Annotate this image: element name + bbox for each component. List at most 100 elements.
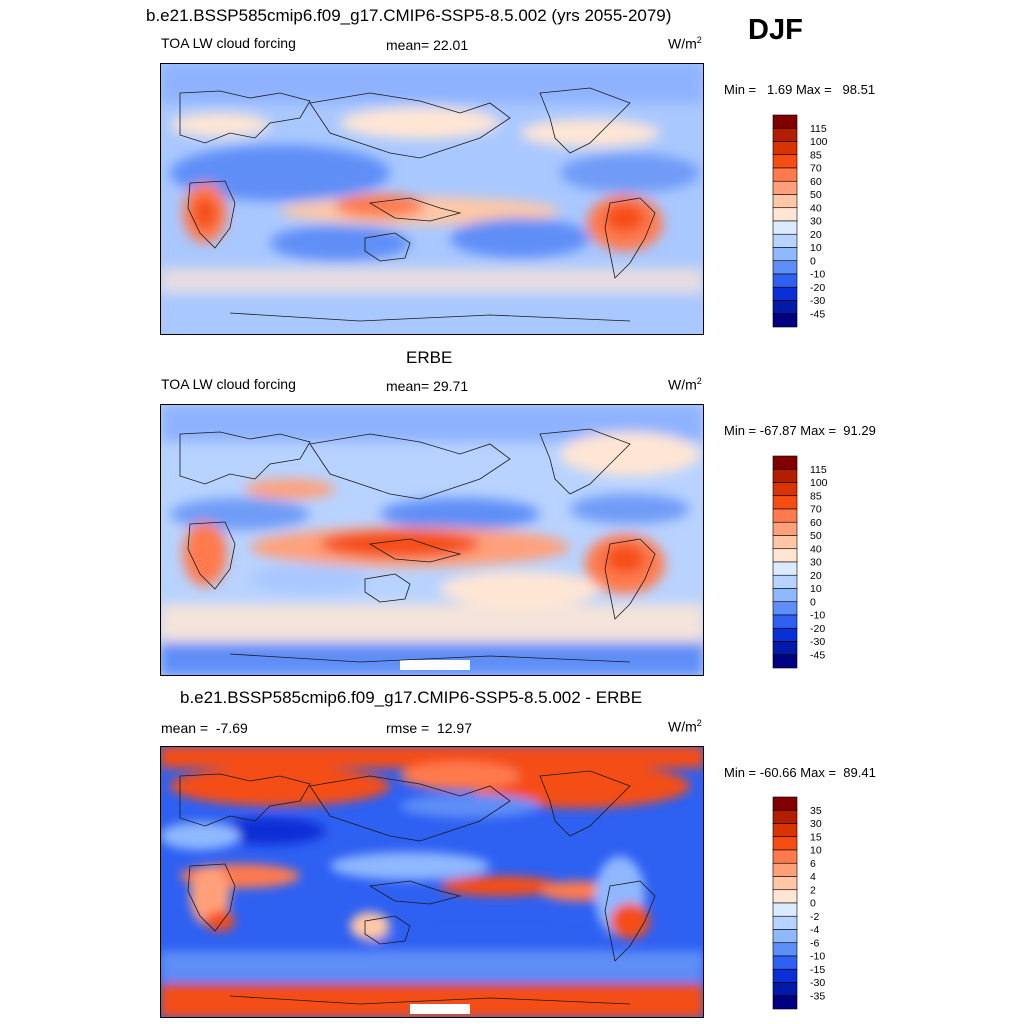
colorbar-tick-label: 30 bbox=[810, 818, 822, 830]
colorbar-tick-label: -30 bbox=[810, 977, 825, 989]
missing-data-region bbox=[400, 660, 470, 670]
colorbar-swatch bbox=[772, 982, 798, 997]
colorbar-tick-label: -6 bbox=[810, 937, 819, 949]
coastlines bbox=[179, 428, 656, 663]
panel-diff-rmse: rmse = 12.97 bbox=[386, 720, 472, 736]
colorbar-swatch bbox=[772, 915, 798, 930]
colorbar-tick-label: -15 bbox=[810, 964, 825, 976]
map-frame bbox=[160, 746, 704, 1018]
colorbar-swatch bbox=[772, 955, 798, 970]
colorbar-swatch bbox=[772, 588, 798, 603]
colorbar-tick-label: -4 bbox=[810, 924, 819, 936]
colorbar-swatch bbox=[772, 535, 798, 550]
panel-model-units: W/m2 bbox=[668, 35, 702, 52]
colorbar-swatch bbox=[772, 468, 798, 483]
colorbar-swatch bbox=[772, 889, 798, 904]
colorbar-swatch bbox=[772, 154, 798, 169]
units-base: W/m bbox=[668, 718, 697, 735]
min-label: Min = bbox=[724, 82, 757, 97]
colorbar-swatch bbox=[772, 286, 798, 301]
colorbar-swatch bbox=[772, 796, 798, 811]
missing-data-region bbox=[410, 1004, 470, 1014]
panel-diff-units: W/m2 bbox=[668, 718, 702, 735]
colorbar-tick-label: 100 bbox=[810, 477, 828, 489]
colorbar-tick-label: 40 bbox=[810, 202, 822, 214]
colorbar-tick-label: 6 bbox=[810, 858, 816, 870]
colorbar-tick-label: 85 bbox=[810, 149, 822, 161]
colorbar-tick-label: -45 bbox=[810, 308, 825, 320]
panel-obs-variable: TOA LW cloud forcing bbox=[161, 376, 296, 392]
colorbar-tick-label: -2 bbox=[810, 911, 819, 923]
colorbar-swatch bbox=[772, 641, 798, 656]
map-frame bbox=[160, 63, 704, 335]
colorbar-swatch bbox=[772, 548, 798, 563]
colorbar-tick-label: -30 bbox=[810, 295, 825, 307]
field-contours bbox=[160, 63, 704, 335]
colorbar-tick-label: 10 bbox=[810, 583, 822, 595]
colorbar-tick-label: 50 bbox=[810, 189, 822, 201]
colorbar-swatch bbox=[772, 876, 798, 891]
colorbar-swatch bbox=[772, 313, 798, 328]
colorbar-tick-label: 115 bbox=[810, 123, 827, 135]
colorbar-tick-label: 20 bbox=[810, 229, 822, 241]
mean-label: mean= bbox=[386, 37, 430, 53]
panel-model-mean: mean= 22.01 bbox=[386, 37, 468, 53]
mean-value: -7.69 bbox=[215, 720, 248, 736]
colorbar-tick-label: 10 bbox=[810, 242, 822, 254]
panel-obs-title: ERBE bbox=[406, 348, 453, 367]
mean-value: 22.01 bbox=[433, 37, 469, 53]
map-frame bbox=[160, 404, 704, 676]
colorbar-tick-label: -10 bbox=[810, 951, 825, 963]
colorbar-swatch bbox=[772, 968, 798, 983]
colorbar-tick-label: 70 bbox=[810, 504, 822, 516]
panel-model-minmax: Min = 1.69 Max = 98.51 bbox=[724, 82, 875, 97]
colorbar-tick-label: 85 bbox=[810, 490, 822, 502]
mean-label: mean= bbox=[386, 378, 430, 394]
units-base: W/m bbox=[668, 376, 697, 393]
panel-diff-minmax: Min = -60.66 Max = 89.41 bbox=[724, 765, 876, 780]
colorbar-swatch bbox=[772, 455, 798, 470]
colorbar-swatch bbox=[772, 929, 798, 944]
colorbar-tick-label: -30 bbox=[810, 636, 825, 648]
colorbar-tick-label: 0 bbox=[810, 596, 816, 608]
colorbar-swatch bbox=[772, 180, 798, 195]
panel-model-map bbox=[160, 63, 704, 335]
field-contours bbox=[160, 746, 704, 1018]
colorbar-tick-label: -45 bbox=[810, 649, 825, 661]
panel-obs-map bbox=[160, 404, 704, 676]
colorbar-tick-label: 2 bbox=[810, 884, 816, 896]
colorbar-swatch bbox=[772, 495, 798, 510]
colorbar-tick-label: 115 bbox=[810, 464, 827, 476]
colorbar-swatch bbox=[772, 809, 798, 824]
min-label: Min = bbox=[724, 423, 757, 438]
coastlines bbox=[179, 770, 656, 1005]
colorbar-tick-label: 10 bbox=[810, 845, 822, 857]
max-label: Max = bbox=[800, 765, 837, 780]
mean-value: 29.71 bbox=[433, 378, 469, 394]
colorbar-swatch bbox=[772, 823, 798, 838]
panel-obs-units: W/m2 bbox=[668, 376, 702, 393]
units-exponent: 2 bbox=[696, 35, 702, 45]
colorbar-swatch bbox=[772, 995, 798, 1010]
colorbar-swatch bbox=[772, 561, 798, 576]
min-value: -67.87 bbox=[759, 423, 797, 438]
colorbar-swatch bbox=[772, 167, 798, 182]
colorbar-swatch bbox=[772, 574, 798, 589]
colorbar-tick-label: 100 bbox=[810, 136, 828, 148]
panel-obs-minmax: Min = -67.87 Max = 91.29 bbox=[724, 423, 876, 438]
colorbar-swatch bbox=[772, 247, 798, 262]
colorbar-tick-label: -20 bbox=[810, 282, 825, 294]
max-label: Max = bbox=[800, 423, 837, 438]
colorbar-tick-label: 0 bbox=[810, 898, 816, 910]
colorbar-tick-label: -10 bbox=[810, 610, 825, 622]
max-label: Max = bbox=[795, 82, 832, 97]
colorbar-tick-label: 60 bbox=[810, 176, 822, 188]
colorbar-swatch bbox=[772, 601, 798, 616]
colorbar-tick-label: 0 bbox=[810, 255, 816, 267]
panel-diff-map bbox=[160, 746, 704, 1018]
panel-model-variable: TOA LW cloud forcing bbox=[161, 35, 296, 51]
rmse-label: rmse = bbox=[386, 720, 430, 736]
colorbar-tick-label: 70 bbox=[810, 163, 822, 175]
